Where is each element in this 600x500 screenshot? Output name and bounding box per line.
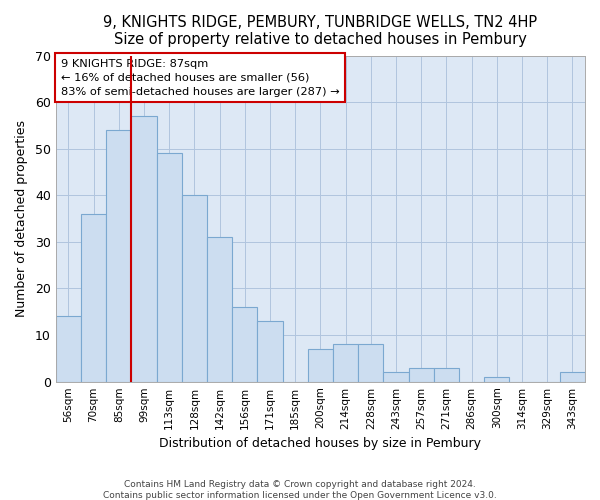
Bar xyxy=(383,372,409,382)
Bar xyxy=(157,154,182,382)
Bar xyxy=(484,377,509,382)
Bar xyxy=(56,316,81,382)
Bar xyxy=(131,116,157,382)
Text: Contains HM Land Registry data © Crown copyright and database right 2024.
Contai: Contains HM Land Registry data © Crown c… xyxy=(103,480,497,500)
X-axis label: Distribution of detached houses by size in Pembury: Distribution of detached houses by size … xyxy=(160,437,481,450)
Title: 9, KNIGHTS RIDGE, PEMBURY, TUNBRIDGE WELLS, TN2 4HP
Size of property relative to: 9, KNIGHTS RIDGE, PEMBURY, TUNBRIDGE WEL… xyxy=(103,15,538,48)
Bar xyxy=(182,196,207,382)
Bar xyxy=(257,321,283,382)
Text: 9 KNIGHTS RIDGE: 87sqm
← 16% of detached houses are smaller (56)
83% of semi-det: 9 KNIGHTS RIDGE: 87sqm ← 16% of detached… xyxy=(61,59,340,97)
Bar xyxy=(358,344,383,382)
Bar xyxy=(333,344,358,382)
Bar xyxy=(560,372,585,382)
Y-axis label: Number of detached properties: Number of detached properties xyxy=(15,120,28,317)
Bar xyxy=(106,130,131,382)
Bar xyxy=(81,214,106,382)
Bar xyxy=(409,368,434,382)
Bar xyxy=(207,237,232,382)
Bar xyxy=(434,368,459,382)
Bar xyxy=(232,307,257,382)
Bar xyxy=(308,349,333,382)
